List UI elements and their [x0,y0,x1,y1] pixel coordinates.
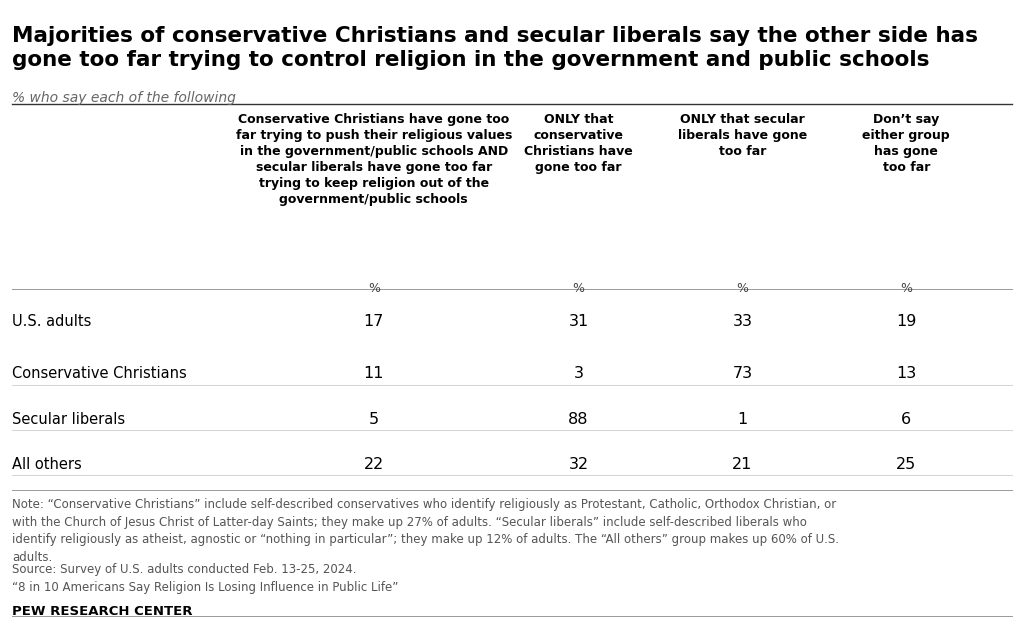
Text: %: % [900,282,912,295]
Text: Secular liberals: Secular liberals [12,412,125,426]
Text: Don’t say
either group
has gone
too far: Don’t say either group has gone too far [862,113,950,174]
Text: PEW RESEARCH CENTER: PEW RESEARCH CENTER [12,605,193,618]
Text: Conservative Christians have gone too
far trying to push their religious values
: Conservative Christians have gone too fa… [236,113,512,206]
Text: 19: 19 [896,314,916,329]
Text: 32: 32 [568,457,589,472]
Text: Majorities of conservative Christians and secular liberals say the other side ha: Majorities of conservative Christians an… [12,26,978,70]
Text: 17: 17 [364,314,384,329]
Text: 6: 6 [901,412,911,426]
Text: 33: 33 [732,314,753,329]
Text: Note: “Conservative Christians” include self-described conservatives who identif: Note: “Conservative Christians” include … [12,498,840,564]
Text: %: % [736,282,749,295]
Text: 3: 3 [573,366,584,381]
Text: 73: 73 [732,366,753,381]
Text: 31: 31 [568,314,589,329]
Text: 21: 21 [732,457,753,472]
Text: All others: All others [12,457,82,472]
Text: % who say each of the following: % who say each of the following [12,91,237,105]
Text: 88: 88 [568,412,589,426]
Text: Conservative Christians: Conservative Christians [12,366,187,381]
Text: %: % [572,282,585,295]
Text: 25: 25 [896,457,916,472]
Text: %: % [368,282,380,295]
Text: Source: Survey of U.S. adults conducted Feb. 13-25, 2024.
“8 in 10 Americans Say: Source: Survey of U.S. adults conducted … [12,563,398,594]
Text: ONLY that secular
liberals have gone
too far: ONLY that secular liberals have gone too… [678,113,807,158]
Text: U.S. adults: U.S. adults [12,314,92,329]
Text: 13: 13 [896,366,916,381]
Text: 11: 11 [364,366,384,381]
Text: 1: 1 [737,412,748,426]
Text: 5: 5 [369,412,379,426]
Text: 22: 22 [364,457,384,472]
Text: ONLY that
conservative
Christians have
gone too far: ONLY that conservative Christians have g… [524,113,633,174]
